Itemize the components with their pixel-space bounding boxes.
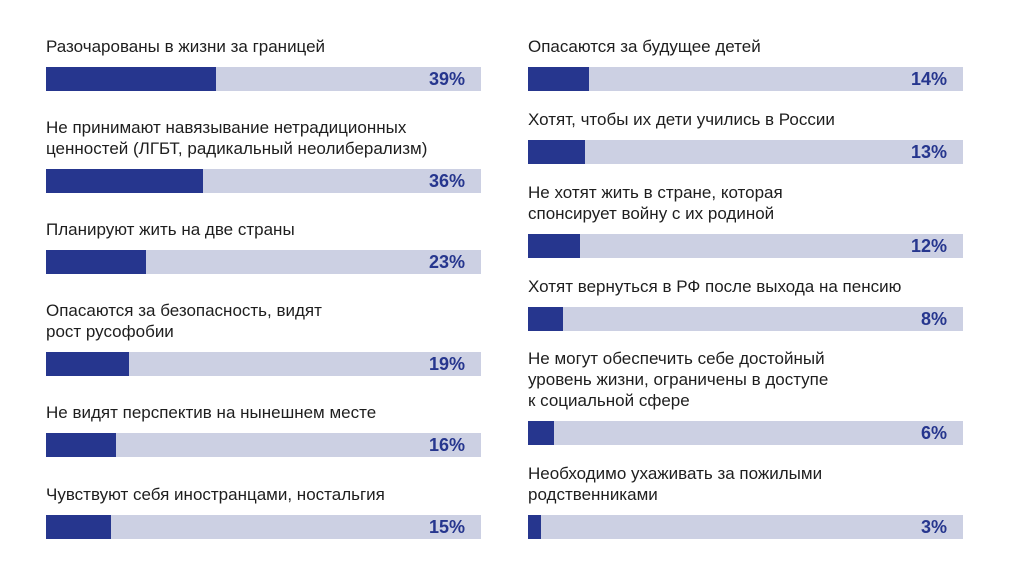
bar <box>46 515 112 539</box>
bar <box>528 140 585 164</box>
bar-track: 14% <box>528 67 963 91</box>
bar-label: Не хотят жить в стране, которая спонсиру… <box>528 183 783 223</box>
bar-track: 8% <box>528 307 963 331</box>
bar-track: 12% <box>528 234 963 258</box>
bar-value-label: 8% <box>920 309 947 329</box>
bar-track: 16% <box>46 433 481 457</box>
bar-value-label: 19% <box>428 354 465 374</box>
bar-label: Чувствуют себя иностранцами, ностальгия <box>46 485 385 504</box>
bar-track: 6% <box>528 421 963 445</box>
bar-track: 19% <box>46 352 481 376</box>
bar-item: Не принимают навязывание нетрадиционных … <box>46 0 481 193</box>
bar <box>46 352 129 376</box>
bar <box>528 421 555 445</box>
bar-item: Опасаются за безопасность, видят рост ру… <box>46 0 481 376</box>
bar <box>528 67 589 91</box>
bar-value-label: 36% <box>428 171 465 191</box>
bar <box>528 234 581 258</box>
bar-label: Планируют жить на две страны <box>46 220 295 239</box>
bar <box>528 515 542 539</box>
bar <box>46 250 147 274</box>
bar-label: Опасаются за будущее детей <box>528 37 761 56</box>
bar-track: 15% <box>46 515 481 539</box>
bar-value-label: 3% <box>920 517 947 537</box>
bar-label: Хотят, чтобы их дети учились в России <box>528 110 835 129</box>
bar-track: 3% <box>528 515 963 539</box>
bar-label: Не принимают навязывание нетрадиционных … <box>46 118 428 158</box>
bar-label: Необходимо ухаживать за пожилыми родстве… <box>528 464 823 504</box>
bar-label: Разочарованы в жизни за границей <box>46 37 326 56</box>
bar-value-label: 13% <box>910 142 947 162</box>
bar-item: Не хотят жить в стране, которая спонсиру… <box>528 0 963 258</box>
bar-item: Необходимо ухаживать за пожилыми родстве… <box>528 0 963 539</box>
bar-label: Опасаются за безопасность, видят рост ру… <box>46 301 322 341</box>
bar-item: Не могут обеспечить себе достойный урове… <box>528 0 963 445</box>
bar-value-label: 39% <box>428 69 465 89</box>
bar-item: Не видят перспектив на нынешнем месте 16% <box>46 0 481 457</box>
bar <box>46 433 116 457</box>
bar-value-label: 16% <box>428 435 465 455</box>
bar-track: 23% <box>46 250 481 274</box>
bar-value-label: 14% <box>910 69 947 89</box>
bar-label: Хотят вернуться в РФ после выхода на пен… <box>528 277 902 296</box>
bar-item: Разочарованы в жизни за границей 39% <box>46 0 481 91</box>
bar-track: 39% <box>46 67 481 91</box>
bar-item: Планируют жить на две страны 23% <box>46 0 481 274</box>
bar-item: Хотят вернуться в РФ после выхода на пен… <box>528 0 963 331</box>
bar-item: Чувствуют себя иностранцами, ностальгия 1… <box>46 0 481 539</box>
bar-value-label: 23% <box>428 252 465 272</box>
bar-value-label: 6% <box>920 423 947 443</box>
bar <box>528 307 563 331</box>
bar-track: 36% <box>46 169 481 193</box>
bar-value-label: 12% <box>910 236 947 256</box>
bar <box>46 169 203 193</box>
bar-item: Хотят, чтобы их дети учились в России 13% <box>528 0 963 164</box>
bar-value-label: 15% <box>428 517 465 537</box>
bar-label: Не могут обеспечить себе достойный урове… <box>528 349 829 410</box>
bar-item: Опасаются за будущее детей 14% <box>528 0 963 91</box>
bar <box>46 67 216 91</box>
bar-label: Не видят перспектив на нынешнем месте <box>46 403 377 422</box>
bar-track: 13% <box>528 140 963 164</box>
